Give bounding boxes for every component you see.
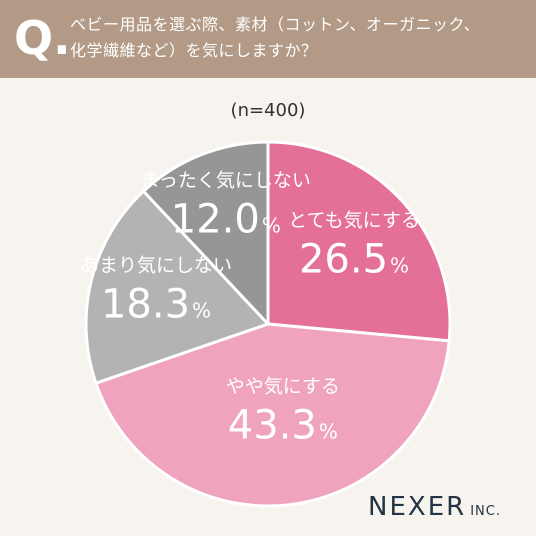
logo-name: NEXER bbox=[368, 492, 467, 522]
slice-label-somewhat: やや気にする bbox=[226, 375, 340, 397]
pie-slice-very bbox=[266, 140, 452, 343]
question-line-1: ベビー用品を選ぶ際、素材（コットン、オーガニック、 bbox=[70, 15, 481, 34]
slice-label-not-much: あまり気にしない bbox=[80, 255, 232, 277]
slice-label-not-at-all: まったく気にしない bbox=[141, 169, 311, 191]
slice-label-very: とても気にする bbox=[288, 210, 420, 232]
slice-value-not-at-all: 12.0% bbox=[171, 196, 281, 242]
sample-size-note: (n=400) bbox=[230, 100, 306, 121]
question-text: ベビー用品を選ぶ際、素材（コットン、オーガニック、 化学繊維など）を気にしますか… bbox=[70, 12, 530, 64]
pie-slice-not-at-all bbox=[142, 140, 270, 326]
question-line-2: 化学繊維など）を気にしますか？ bbox=[70, 41, 318, 60]
logo-suffix: INC. bbox=[470, 504, 501, 519]
nexer-logo: NEXER INC. bbox=[368, 492, 501, 522]
slice-value-somewhat: 43.3% bbox=[228, 402, 338, 448]
slice-value-not-much: 18.3% bbox=[101, 282, 211, 328]
question-banner: Q. ベビー用品を選ぶ際、素材（コットン、オーガニック、 化学繊維など）を気にし… bbox=[0, 0, 536, 78]
question-mark: Q. bbox=[14, 11, 71, 65]
pie-slice-not-much bbox=[84, 189, 270, 385]
slice-value-very: 26.5% bbox=[299, 237, 409, 283]
pie-slice-somewhat bbox=[94, 322, 451, 508]
